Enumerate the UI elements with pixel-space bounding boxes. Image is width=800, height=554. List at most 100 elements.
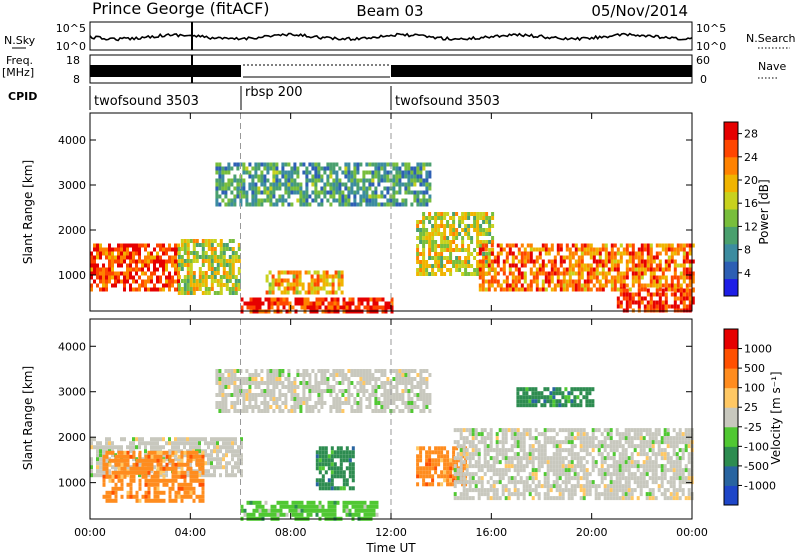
heatmap-cell [508,283,512,288]
heatmap-cell [227,409,231,413]
heatmap-cell [338,198,342,203]
heatmap-cell [234,255,238,259]
heatmap-cell [375,301,379,306]
heatmap-cell [374,385,378,389]
heatmap-cell [335,170,339,175]
heatmap-cell [603,440,607,445]
heatmap-cell [195,454,199,459]
heatmap-cell [519,468,523,473]
heatmap-cell [153,445,156,450]
heatmap-cell [484,243,488,248]
heatmap-cell [464,260,468,264]
heatmap-cell [350,178,354,183]
heatmap-cell [309,500,313,505]
heatmap-cell [263,166,267,171]
heatmap-cell [356,202,360,207]
heatmap-cell [374,393,378,397]
heatmap-cell [499,283,503,288]
heatmap-cell [144,458,148,463]
heatmap-cell [272,397,276,401]
heatmap-cell [625,243,629,248]
heatmap-cell [601,283,605,288]
heatmap-cell [446,260,450,264]
heatmap-cell [470,224,474,228]
heatmap-cell [278,393,282,397]
heatmap-cell [516,472,520,477]
heatmap-cell [520,259,524,264]
heatmap-cell [535,267,539,272]
heatmap-cell [207,255,211,259]
heatmap-cell [227,186,231,191]
heatmap-cell [165,263,168,268]
heatmap-cell [303,301,307,306]
heatmap-cell [120,445,123,450]
heatmap-cell [272,393,276,397]
heatmap-cell [215,170,219,175]
heatmap-cell [218,381,222,385]
heatmap-cell [320,389,324,393]
heatmap-cell [386,162,390,167]
heatmap-cell [201,470,205,475]
heatmap-cell [404,377,408,381]
heatmap-cell [363,500,367,505]
heatmap-cell [582,444,586,449]
heatmap-cell [434,264,438,268]
heatmap-cell [129,486,133,491]
heatmap-cell [480,436,484,441]
heatmap-cell [351,486,355,491]
heatmap-cell [507,492,511,497]
heatmap-cell [458,220,462,224]
heatmap-cell [168,271,171,276]
heatmap-cell [293,409,297,413]
heatmap-cell [621,488,625,493]
heatmap-cell [277,274,281,279]
heatmap-cell [354,504,358,509]
heatmap-cell [345,466,349,471]
heatmap-cell [204,259,208,263]
heatmap-cell [531,460,535,465]
heatmap-cell [377,166,381,171]
heatmap-cell [245,202,249,207]
heatmap-cell [594,492,598,497]
heatmap-cell [615,492,619,497]
heatmap-cell [452,220,456,224]
heatmap-cell [153,474,157,479]
heatmap-cell [305,190,309,195]
heatmap-cell [348,450,352,455]
heatmap-cell [535,271,539,276]
heatmap-cell [640,243,644,248]
heatmap-cell [329,166,333,171]
heatmap-cell [129,494,133,499]
heatmap-cell [464,232,468,236]
heatmap-cell [634,255,638,260]
heatmap-cell [263,389,267,393]
heatmap-cell [356,409,360,413]
heatmap-cell [507,468,511,473]
heatmap-cell [321,504,325,509]
heatmap-cell [452,212,456,216]
heatmap-cell [440,240,444,244]
heatmap-cell [449,224,453,228]
heatmap-cell [120,450,124,455]
heatmap-cell [579,460,583,465]
heatmap-cell [269,202,273,207]
heatmap-cell [499,243,503,248]
heatmap-cell [288,301,292,306]
heatmap-cell [350,369,354,373]
heatmap-cell [278,369,282,373]
heatmap-cell [571,287,575,292]
heatmap-cell [652,275,656,280]
heatmap-cell [305,373,309,377]
heatmap-cell [313,270,317,275]
heatmap-cell [672,428,676,433]
heatmap-cell [480,428,484,433]
heatmap-cell [639,488,643,493]
heatmap-cell [449,474,453,479]
heatmap-cell [673,300,677,305]
heatmap-cell [228,239,232,243]
heatmap-cell [338,166,342,171]
heatmap-cell [422,381,426,385]
heatmap-cell [655,288,659,293]
heatmap-cell [655,304,659,309]
heatmap-cell [685,271,689,276]
